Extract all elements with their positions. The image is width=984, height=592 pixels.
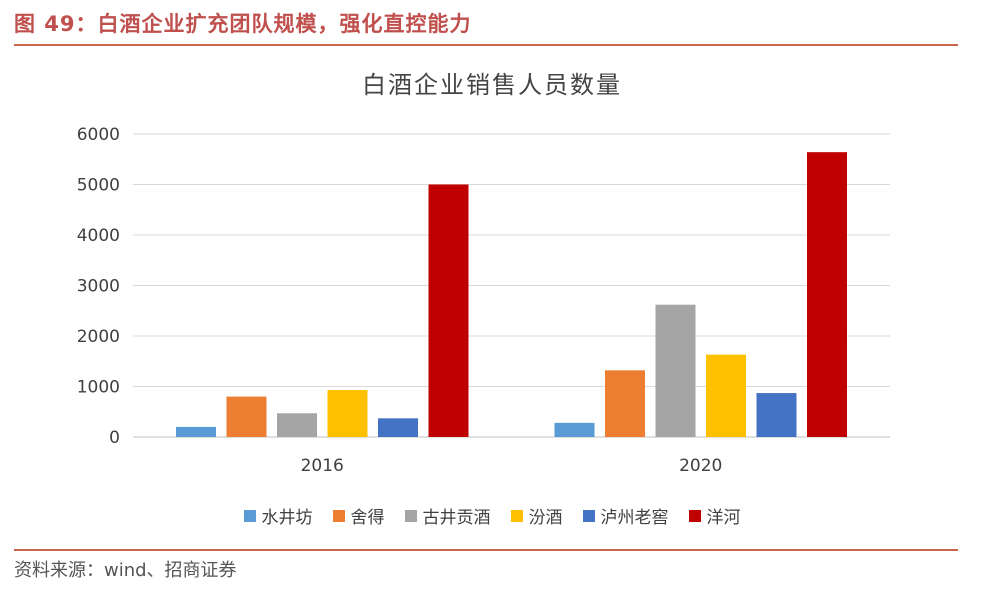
bar [807, 152, 847, 437]
y-tick-label: 5000 [77, 176, 120, 196]
bar [428, 184, 469, 437]
gridlines [133, 133, 890, 438]
y-axis: 0 1000 2000 3000 4000 5000 6000 [77, 125, 120, 448]
y-tick-label: 6000 [77, 125, 120, 145]
y-tick-label: 0 [109, 428, 120, 448]
x-tick-label: 2020 [679, 456, 722, 476]
bar [176, 426, 216, 437]
y-tick-label: 4000 [77, 226, 120, 246]
y-tick-label: 2000 [77, 327, 120, 347]
legend-item: 舍得 [332, 503, 385, 528]
bar [277, 413, 317, 437]
legend-swatch [510, 509, 523, 522]
top-divider [14, 44, 958, 46]
bar [756, 393, 797, 437]
legend-item: 洋河 [688, 503, 741, 528]
legend-item: 泸州老窖 [582, 503, 669, 528]
chart-title: 白酒企业销售人员数量 [362, 71, 622, 99]
bar [378, 418, 418, 437]
x-axis: 2016 2020 [301, 456, 723, 476]
bottom-divider [14, 549, 958, 551]
bar [655, 304, 696, 437]
bar [226, 396, 267, 437]
legend-swatch [582, 509, 595, 522]
legend-swatch [688, 509, 701, 522]
legend-item: 古井贡酒 [404, 503, 491, 528]
y-tick-label: 3000 [77, 277, 120, 297]
legend-swatch [332, 509, 345, 522]
legend-label: 古井贡酒 [422, 508, 491, 528]
legend-swatch [404, 509, 417, 522]
bar [554, 422, 595, 437]
bars [176, 152, 847, 437]
figure-title: 图 49：白酒企业扩充团队规模，强化直控能力 [14, 12, 472, 36]
legend-label: 水井坊 [261, 508, 313, 528]
bar [327, 390, 368, 437]
x-tick-label: 2016 [301, 456, 344, 476]
legend-label: 汾酒 [528, 508, 563, 528]
y-tick-label: 1000 [77, 378, 120, 398]
source-note: 资料来源：wind、招商证券 [14, 560, 237, 581]
legend: 水井坊 舍得 古井贡酒 汾酒 泸州老窖 洋河 [0, 503, 984, 528]
bar [706, 354, 746, 437]
legend-swatch [243, 509, 256, 522]
legend-item: 水井坊 [243, 503, 313, 528]
bar [605, 370, 645, 437]
legend-label: 舍得 [350, 508, 385, 528]
legend-item: 汾酒 [510, 503, 563, 528]
legend-label: 洋河 [706, 508, 741, 528]
legend-label: 泸州老窖 [600, 508, 669, 528]
